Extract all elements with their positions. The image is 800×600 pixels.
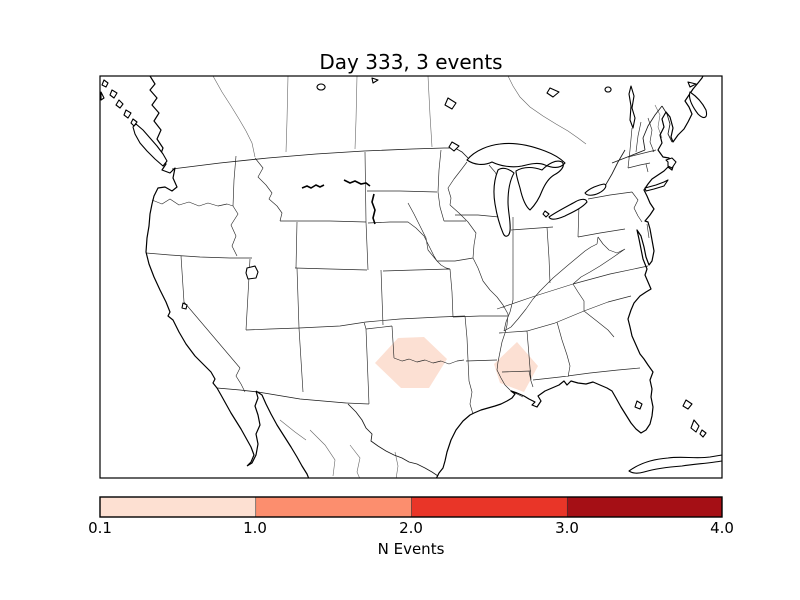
country-borders-path — [171, 105, 673, 477]
colorbar-tick-2: 2.0 — [399, 519, 423, 537]
colorbar-segment-dividers — [255, 497, 568, 517]
colorbar-label: N Events — [377, 540, 445, 558]
colorbar-segment-3 — [411, 497, 568, 517]
event-region-oklahoma — [375, 337, 447, 388]
plot-title: Day 333, 3 events — [319, 50, 503, 74]
map-frame — [99, 75, 723, 479]
colorbar — [99, 496, 723, 518]
map-background — [100, 76, 722, 478]
lakes-path — [181, 83, 643, 410]
state-borders-path — [145, 117, 657, 415]
coastline-path — [145, 76, 704, 478]
colorbar-segment-4 — [567, 497, 722, 517]
rivers-path — [301, 179, 376, 225]
colorbar-tick-1: 1.0 — [243, 519, 267, 537]
colorbar-segment-2 — [255, 497, 412, 517]
islands-path — [100, 77, 722, 474]
province-borders-path — [212, 76, 663, 478]
colorbar-tick-4: 4.0 — [710, 519, 734, 537]
map-area: /* fills re-bound below from JSON */ — [100, 76, 722, 478]
colorbar-frame — [99, 496, 723, 518]
colorbar-segment-1 — [100, 497, 256, 517]
colorbar-tick-3: 3.0 — [555, 519, 579, 537]
event-region-mississippi — [494, 342, 538, 392]
colorbar-tick-0: 0.1 — [88, 519, 112, 537]
